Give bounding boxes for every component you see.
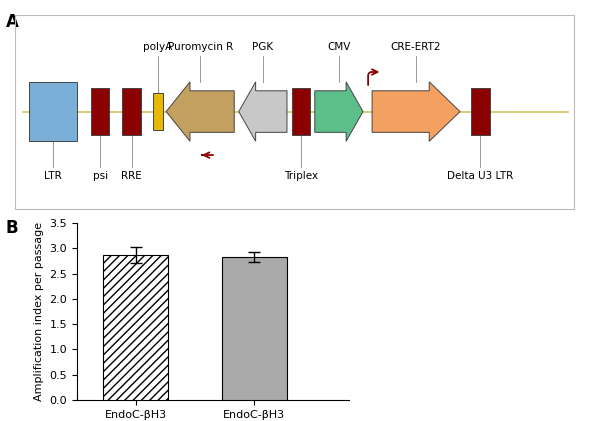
Text: CMV: CMV [327,42,350,52]
Bar [472,88,489,135]
Bar [29,82,77,141]
Bar [122,88,141,135]
Text: A: A [6,13,19,31]
Bar [103,255,168,400]
Text: CRE-ERT2: CRE-ERT2 [391,42,441,52]
Text: psi: psi [93,171,108,181]
Bar [91,88,109,135]
Polygon shape [166,82,234,141]
Text: Puromycin R: Puromycin R [168,42,233,52]
Polygon shape [315,82,363,141]
Bar [292,88,310,135]
Y-axis label: Amplification index per passage: Amplification index per passage [34,222,44,401]
Text: Triplex: Triplex [284,171,318,181]
Text: Delta U3 LTR: Delta U3 LTR [447,171,514,181]
Text: B: B [6,219,18,237]
Text: polyA: polyA [143,42,172,52]
Polygon shape [239,82,287,141]
Bar [222,257,287,400]
Polygon shape [372,82,460,141]
Text: LTR: LTR [44,171,62,181]
Text: RRE: RRE [121,171,142,181]
Bar [152,93,163,131]
Text: PGK: PGK [252,42,274,52]
